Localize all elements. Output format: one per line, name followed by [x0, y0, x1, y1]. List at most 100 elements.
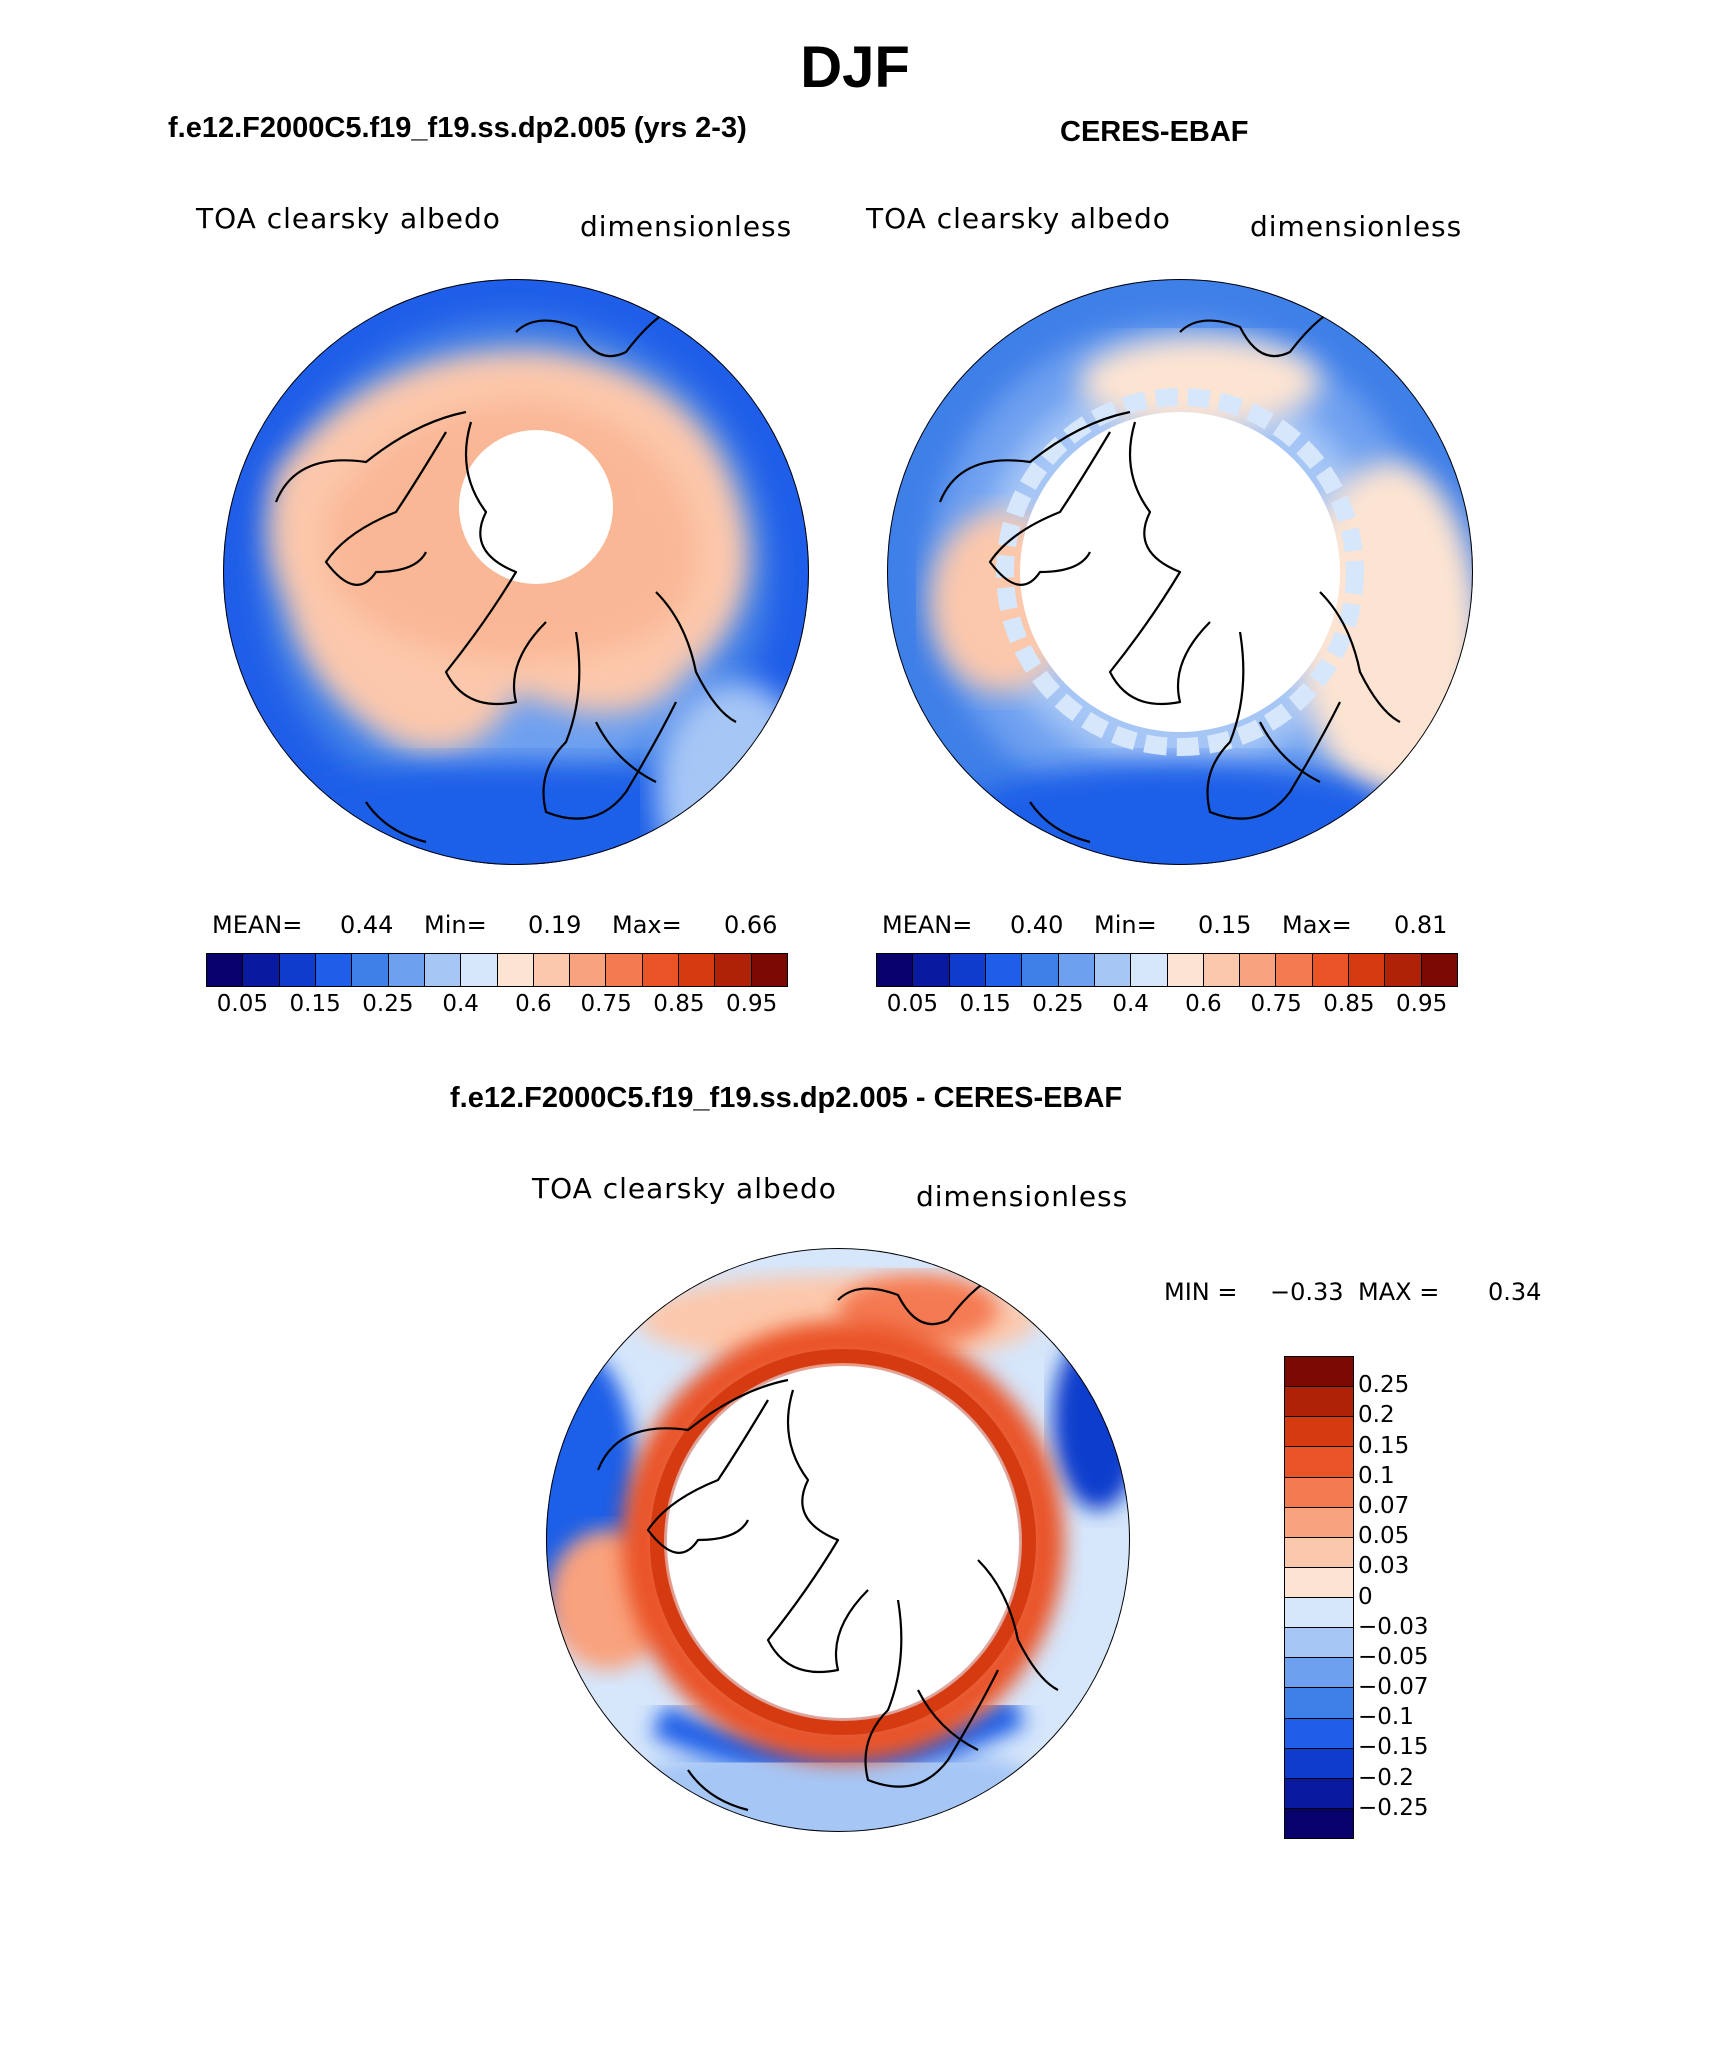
colorbar-tick-label: 0.25: [362, 991, 414, 1017]
difference-min-value: −0.33: [1270, 1278, 1344, 1306]
colorbar-swatch: [1285, 1477, 1353, 1508]
difference-title: f.e12.F2000C5.f19_f19.ss.dp2.005 - CERES…: [450, 1082, 1123, 1114]
colorbar-swatch: [1094, 954, 1132, 986]
colorbar-swatch: [533, 954, 571, 986]
colorbar-swatch: [1312, 954, 1350, 986]
colorbar-swatch: [1285, 1447, 1353, 1478]
panel-1-min-label: Min=: [424, 911, 487, 939]
panel-2-units: dimensionless: [1250, 210, 1463, 243]
panel-1-units: dimensionless: [580, 210, 793, 243]
colorbar-swatch: [497, 954, 534, 986]
panel-2-min-value: 0.15: [1198, 911, 1252, 939]
panel-2-mean-value: 0.40: [1010, 911, 1064, 939]
colorbar-swatch: [207, 954, 244, 986]
colorbar-tick-label: 0.6: [515, 991, 552, 1017]
colorbar-tick-label: 0.4: [1112, 991, 1149, 1017]
colorbar-swatch: [1421, 954, 1457, 986]
panel-1-variable: TOA clearsky albedo: [196, 202, 501, 235]
panel-1-map: [223, 279, 809, 865]
colorbar-swatch: [315, 954, 353, 986]
colorbar-swatch: [949, 954, 986, 986]
colorbar-tick-label: 0: [1358, 1583, 1373, 1610]
colorbar-tick-label: 0.85: [653, 991, 705, 1017]
panel-1-mean-label: MEAN=: [212, 911, 303, 939]
colorbar-swatch: [1022, 954, 1059, 986]
panel-2-title: CERES-EBAF: [1060, 116, 1249, 148]
colorbar-tick-label: 0.95: [726, 991, 778, 1017]
colorbar-swatch: [1285, 1417, 1353, 1448]
colorbar-swatch: [1285, 1628, 1353, 1659]
panel-1-max-value: 0.66: [724, 911, 778, 939]
colorbar-swatch: [1385, 954, 1422, 986]
colorbar-tick-label: 0.75: [580, 991, 632, 1017]
colorbar-swatch: [606, 954, 643, 986]
colorbar-tick-label: 0.6: [1185, 991, 1222, 1017]
colorbar-swatch: [461, 954, 498, 986]
colorbar-swatch: [1285, 1537, 1353, 1568]
colorbar-swatch: [1285, 1387, 1353, 1418]
panel-2-colorbar: [876, 953, 1458, 987]
panel-1-colorbar-ticks: 0.05 0.15 0.25 0.4 0.6 0.75 0.85 0.95: [206, 991, 788, 1021]
panel-2-map: [887, 279, 1473, 865]
colorbar-swatch: [1285, 1778, 1353, 1809]
colorbar-tick-label: 0.1: [1358, 1462, 1395, 1489]
colorbar-tick-label: 0.05: [886, 991, 938, 1017]
colorbar-tick-label: −0.2: [1358, 1764, 1414, 1791]
colorbar-swatch: [1285, 1567, 1353, 1598]
colorbar-tick-label: −0.15: [1358, 1734, 1429, 1761]
colorbar-swatch: [1167, 954, 1204, 986]
colorbar-swatch: [570, 954, 607, 986]
panel-2-max-label: Max=: [1282, 911, 1352, 939]
colorbar-swatch: [243, 954, 280, 986]
difference-max-value: 0.34: [1488, 1278, 1542, 1306]
colorbar-tick-label: 0.05: [216, 991, 268, 1017]
difference-map: [546, 1248, 1130, 1832]
colorbar-swatch: [1131, 954, 1168, 986]
colorbar-tick-label: 0.15: [289, 991, 341, 1017]
colorbar-tick-label: 0.2: [1358, 1402, 1395, 1429]
colorbar-swatch: [715, 954, 752, 986]
colorbar-tick-label: −0.05: [1358, 1643, 1429, 1670]
colorbar-swatch: [642, 954, 680, 986]
panel-1-colorbar: [206, 953, 788, 987]
panel-2-min-label: Min=: [1094, 911, 1157, 939]
difference-colorbar: [1284, 1356, 1354, 1839]
colorbar-swatch: [1240, 954, 1277, 986]
colorbar-swatch: [1285, 1748, 1353, 1779]
colorbar-tick-label: 0.05: [1358, 1523, 1410, 1550]
colorbar-swatch: [985, 954, 1023, 986]
colorbar-swatch: [1349, 954, 1386, 986]
colorbar-tick-label: 0.15: [1358, 1432, 1410, 1459]
colorbar-swatch: [1058, 954, 1095, 986]
colorbar-swatch: [877, 954, 914, 986]
colorbar-swatch: [913, 954, 950, 986]
colorbar-tick-label: 0.75: [1250, 991, 1302, 1017]
panel-1-mean-value: 0.44: [340, 911, 394, 939]
colorbar-tick-label: 0.95: [1396, 991, 1448, 1017]
colorbar-tick-label: 0.25: [1032, 991, 1084, 1017]
difference-max-label: MAX =: [1358, 1278, 1440, 1306]
colorbar-swatch: [1285, 1718, 1353, 1749]
colorbar-swatch: [1285, 1688, 1353, 1719]
colorbar-swatch: [679, 954, 716, 986]
colorbar-swatch: [751, 954, 787, 986]
panel-2-mean-label: MEAN=: [882, 911, 973, 939]
panel-1-title: f.e12.F2000C5.f19_f19.ss.dp2.005 (yrs 2-…: [168, 112, 747, 144]
colorbar-swatch: [1285, 1357, 1353, 1388]
colorbar-tick-label: 0.03: [1358, 1553, 1410, 1580]
panel-1-min-value: 0.19: [528, 911, 582, 939]
colorbar-swatch: [1285, 1507, 1353, 1538]
colorbar-swatch: [1276, 954, 1313, 986]
colorbar-swatch: [1285, 1658, 1353, 1689]
panel-2-variable: TOA clearsky albedo: [866, 202, 1171, 235]
colorbar-swatch: [424, 954, 462, 986]
colorbar-tick-label: 0.25: [1358, 1372, 1410, 1399]
panel-1-max-label: Max=: [612, 911, 682, 939]
colorbar-swatch: [279, 954, 316, 986]
colorbar-swatch: [1285, 1808, 1353, 1838]
colorbar-tick-label: −0.25: [1358, 1794, 1429, 1821]
colorbar-tick-label: 0.07: [1358, 1492, 1410, 1519]
colorbar-swatch: [352, 954, 389, 986]
colorbar-tick-label: 0.85: [1323, 991, 1375, 1017]
difference-units: dimensionless: [916, 1180, 1129, 1213]
